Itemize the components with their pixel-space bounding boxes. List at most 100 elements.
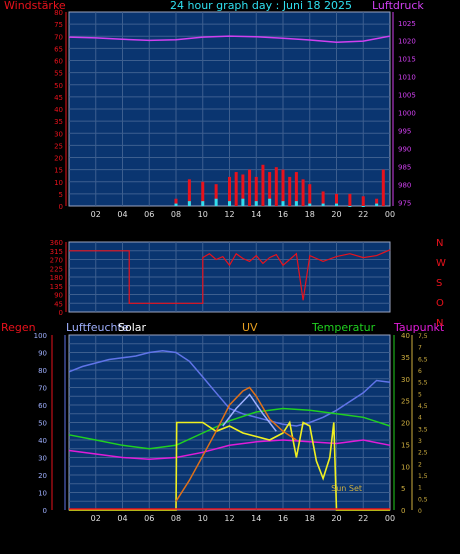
climate-chart-x-tick: 18: [305, 514, 315, 523]
uv-y-tick: 1,5: [418, 473, 428, 480]
pressure-y-tick: 1010: [398, 74, 416, 82]
wind-y-tick: 35: [54, 118, 63, 126]
wind-y-tick: 40: [54, 106, 63, 114]
temperature-y-tick: 5: [401, 485, 405, 493]
wind-speed-bar: [214, 198, 218, 206]
wind-y-tick: 45: [54, 94, 63, 102]
wind-y-tick: 25: [54, 142, 63, 150]
wind-chart-x-tick: 12: [224, 210, 234, 219]
wind-chart-x-tick: 00: [385, 210, 395, 219]
pressure-y-tick: 990: [398, 146, 411, 154]
wind-gust-bar: [261, 164, 265, 206]
uv-y-tick: 5,5: [418, 380, 428, 387]
climate-chart-x-tick: 04: [117, 514, 127, 523]
humidity-y-tick: 50: [38, 420, 47, 428]
wind-speed-bar: [308, 203, 312, 206]
dewpoint-label: Taupunkt: [394, 321, 445, 334]
wind-chart-x-tick: 02: [91, 210, 101, 219]
direction-y-tick: 225: [50, 265, 63, 273]
direction-y-tick: 45: [54, 300, 63, 308]
wind-y-tick: 60: [54, 58, 63, 66]
pressure-y-tick: 980: [398, 181, 411, 189]
wind-gust-bar: [234, 172, 238, 206]
wind-gust-bar: [214, 184, 218, 206]
uv-y-tick: 0: [418, 508, 422, 515]
wind-y-tick: 15: [54, 167, 63, 175]
uv-y-tick: 2,5: [418, 450, 428, 457]
uv-y-tick: 6: [418, 368, 422, 375]
uv-y-tick: 1: [418, 485, 422, 492]
direction-y-tick: 270: [50, 257, 63, 265]
wind-gust-bar: [381, 169, 385, 206]
wind-speed-bar: [348, 206, 352, 207]
temperature-y-tick: 25: [401, 398, 410, 406]
wind-y-tick: 65: [54, 45, 63, 53]
series-line-taupunkt: [68, 439, 391, 461]
direction-y-tick: 0: [59, 309, 63, 317]
humidity-label: Luftfeuchte: [66, 321, 129, 334]
wind-y-tick: 5: [59, 191, 63, 199]
wind-chart-x-tick: 22: [358, 210, 368, 219]
temperature-y-tick: 30: [401, 376, 410, 384]
uv-y-tick: 0,5: [418, 496, 428, 503]
uv-y-tick: 7,5: [418, 333, 428, 340]
direction-y-tick: 315: [50, 248, 63, 256]
direction-compass-label: S: [436, 278, 442, 289]
pressure-y-tick: 1020: [398, 38, 416, 46]
sunset-annotation: Sun Set: [331, 484, 362, 493]
climate-chart-x-tick: 16: [278, 514, 288, 523]
series-line-solar: [175, 386, 297, 502]
wind-speed-bar: [375, 203, 379, 206]
wind-gust-bar: [294, 172, 298, 206]
wind-gust-bar: [321, 191, 325, 206]
wind-gust-bar: [268, 172, 272, 206]
uv-y-tick: 7: [418, 345, 422, 352]
pressure-y-tick: 1000: [398, 110, 416, 118]
temperature-y-tick: 15: [401, 441, 410, 449]
wind-y-tick: 70: [54, 33, 63, 41]
wind-speed-bar: [241, 198, 245, 206]
humidity-y-tick: 40: [38, 437, 47, 445]
pressure-y-tick: 985: [398, 163, 411, 171]
wind-y-tick: 80: [54, 9, 63, 17]
wind-y-tick: 20: [54, 155, 63, 163]
uv-y-tick: 4,5: [418, 403, 428, 410]
wind-chart-x-tick: 20: [331, 210, 341, 219]
direction-y-tick: 360: [50, 239, 63, 247]
climate-chart-x-tick: 08: [171, 514, 181, 523]
series-line-luftfeuchte: [68, 350, 391, 427]
wind-y-tick: 10: [54, 179, 63, 187]
direction-y-tick: 90: [54, 292, 63, 300]
series-line-temperatur: [68, 407, 391, 450]
climate-chart-x-tick: 14: [251, 514, 261, 523]
pressure-y-tick: 1025: [398, 20, 416, 28]
wind-speed-bar: [335, 203, 338, 206]
wind-speed-bar: [361, 206, 365, 207]
temperature-y-tick: 20: [401, 420, 410, 428]
uv-y-tick: 5: [418, 391, 422, 398]
wind-speed-bar: [201, 201, 205, 206]
pressure-y-tick: 995: [398, 128, 411, 136]
humidity-y-tick: 60: [38, 402, 47, 410]
wind-chart-x-tick: 04: [117, 210, 127, 219]
pressure-axis-label: Luftdruck: [372, 0, 424, 12]
humidity-y-tick: 0: [43, 507, 47, 515]
wind-gust-bar: [187, 179, 191, 206]
wind-gust-bar: [288, 176, 292, 206]
temperature-y-tick: 10: [401, 463, 410, 471]
wind-chart-x-tick: 18: [305, 210, 315, 219]
climate-chart-x-tick: 10: [198, 514, 208, 523]
series-line-uv: [69, 420, 390, 511]
wind-speed-bar: [187, 201, 191, 206]
humidity-y-tick: 90: [38, 350, 47, 358]
wind-axis-label: Windstärke: [4, 0, 66, 12]
climate-chart-x-tick: 12: [224, 514, 234, 523]
uv-y-tick: 3: [418, 438, 422, 445]
humidity-y-tick: 80: [38, 367, 47, 375]
direction-y-tick: 180: [50, 274, 63, 282]
wind-y-tick: 0: [59, 203, 63, 211]
wind-chart-x-tick: 06: [144, 210, 154, 219]
pressure-y-tick: 975: [398, 199, 411, 207]
direction-compass-label: N: [436, 238, 443, 249]
